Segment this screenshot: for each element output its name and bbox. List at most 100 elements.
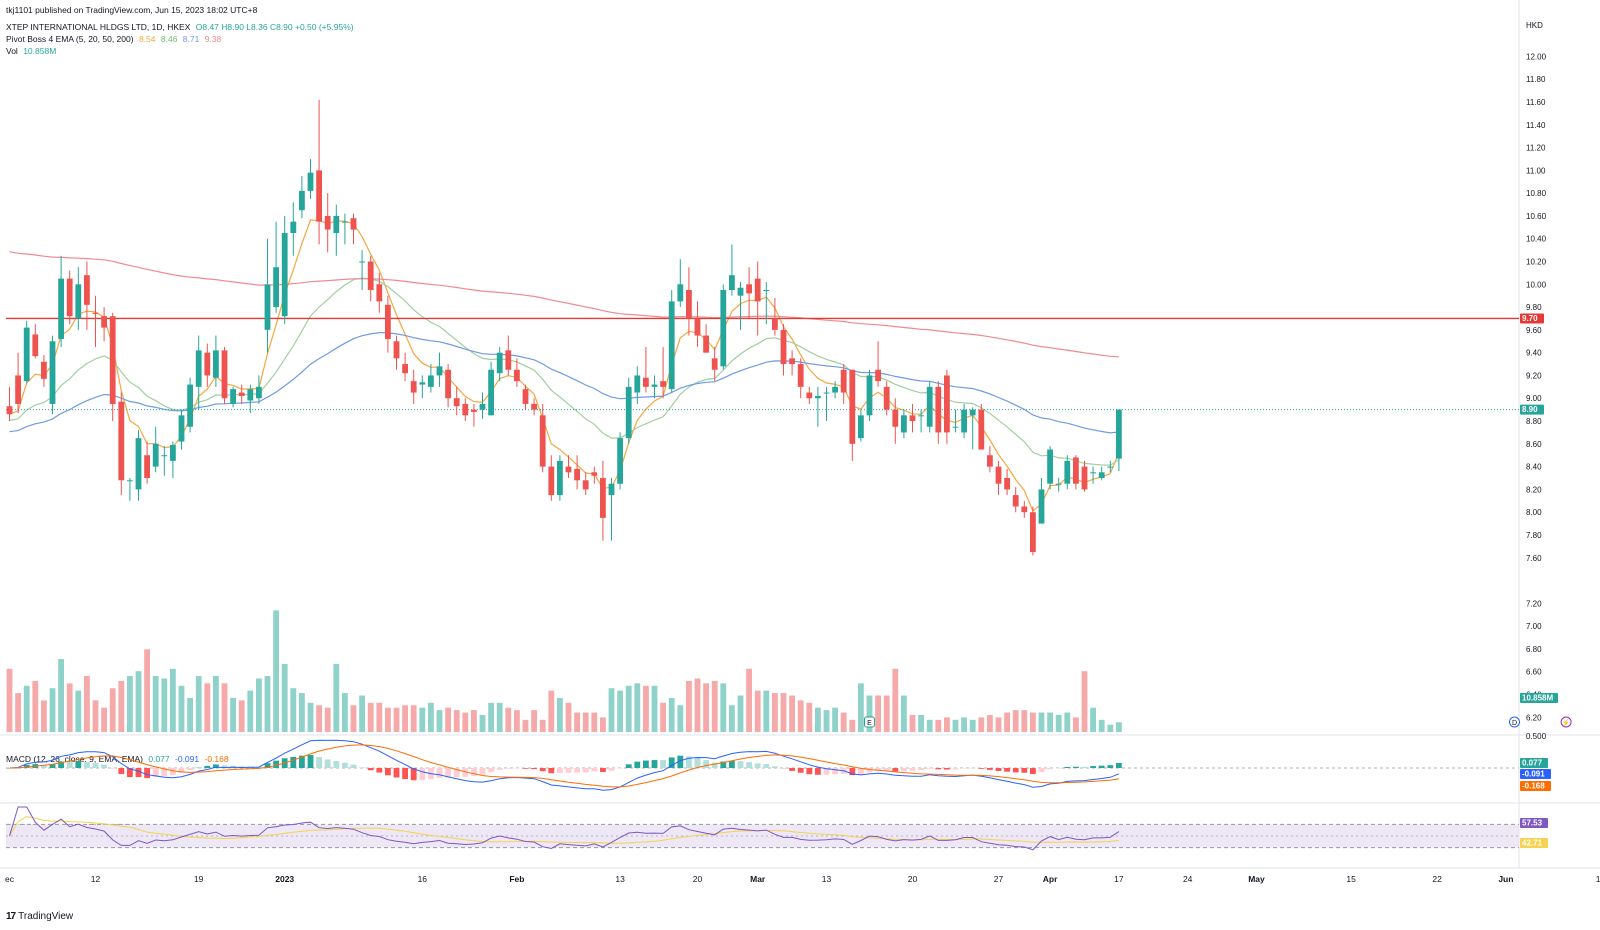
volume-bar xyxy=(144,649,150,732)
macd-histogram-bar xyxy=(127,768,133,778)
volume-bar xyxy=(969,719,976,732)
vol-legend[interactable]: Vol 10.858M xyxy=(6,46,59,56)
time-tick-label: Feb xyxy=(509,874,524,884)
candle-body xyxy=(66,278,73,317)
candle-body xyxy=(961,409,967,433)
volume-bar xyxy=(651,685,658,732)
candle-body xyxy=(393,341,400,359)
volume-bar xyxy=(109,688,116,732)
time-tick-label: 15 xyxy=(1346,874,1356,884)
volume-bar xyxy=(127,676,133,732)
macd-histogram-bar xyxy=(118,768,125,774)
candle-body xyxy=(58,278,64,339)
macd-legend[interactable]: MACD (12, 26, close, 9, EMA, EMA) 0.077 … xyxy=(6,754,232,764)
candle-body xyxy=(299,190,305,211)
candle-body xyxy=(1064,460,1071,484)
volume-bar xyxy=(161,678,168,732)
candle-body xyxy=(1107,466,1114,468)
volume-bar xyxy=(1073,717,1079,732)
volume-bar xyxy=(772,693,778,732)
volume-bar xyxy=(281,663,288,732)
macd-histogram-bar xyxy=(1098,765,1105,768)
ema-legend[interactable]: Pivot Boss 4 EMA (5, 20, 50, 200) 8.54 8… xyxy=(6,34,224,44)
volume-bar xyxy=(1047,712,1053,732)
macd-histogram-bar xyxy=(453,768,460,778)
symbol-title[interactable]: XTEP INTERNATIONAL HLDGS LTD, 1D, HKEX xyxy=(6,22,191,32)
volume-bar xyxy=(195,676,202,732)
macd-histogram-bar xyxy=(359,767,365,768)
macd-histogram-bar xyxy=(49,763,56,768)
candle-body xyxy=(170,444,176,461)
candle-body xyxy=(479,403,486,410)
volume-bar xyxy=(608,688,615,732)
volume-bar xyxy=(660,702,666,732)
price-tick-label: 11.80 xyxy=(1526,75,1546,84)
macd-histogram-bar xyxy=(307,754,314,768)
volume-bar xyxy=(918,714,924,732)
macd-histogram-bar xyxy=(987,768,993,770)
candle-body xyxy=(557,460,563,496)
candle-body xyxy=(385,304,391,339)
macd-histogram-bar xyxy=(92,763,99,768)
macd-histogram-bar xyxy=(625,764,632,768)
candle-body xyxy=(109,316,116,404)
macd-histogram-bar xyxy=(135,768,142,778)
volume-bar xyxy=(135,671,142,732)
volume-bar xyxy=(1038,712,1045,732)
time-tick-label: 22 xyxy=(1432,874,1442,884)
candle-body xyxy=(651,384,658,387)
volume-bar xyxy=(531,710,537,732)
symbol-line: XTEP INTERNATIONAL HLDGS LTD, 1D, HKEX O… xyxy=(6,22,357,32)
candle-body xyxy=(1004,478,1010,490)
candle-body xyxy=(531,403,537,410)
macd-histogram-bar xyxy=(866,768,873,773)
macd-histogram-bar xyxy=(324,759,331,768)
candle-body xyxy=(591,472,598,476)
tradingview-logo[interactable]: 17 TradingView xyxy=(6,911,73,922)
candle-body xyxy=(582,480,589,490)
volume-bar xyxy=(617,690,623,732)
volume-bar xyxy=(875,695,881,732)
candle-body xyxy=(1081,466,1088,490)
candle-body xyxy=(32,334,39,357)
macd-histogram-bar xyxy=(806,768,813,775)
volume-bar xyxy=(668,697,675,732)
macd-histogram-bar xyxy=(66,761,73,768)
volume-bar xyxy=(1012,710,1019,732)
macd-histogram-bar xyxy=(591,768,598,772)
macd-histogram-bar xyxy=(634,761,641,768)
volume-bar xyxy=(901,695,907,732)
candle-body xyxy=(883,386,890,410)
volume-bar xyxy=(256,678,262,732)
macd-histogram-bar xyxy=(273,760,279,768)
volume-bar xyxy=(557,697,563,732)
macd-histogram-bar xyxy=(342,762,348,768)
macd-histogram-bar xyxy=(1090,766,1096,768)
candle-body xyxy=(41,361,47,379)
macd-histogram-bar xyxy=(488,768,494,773)
price-tick-label: 10.40 xyxy=(1526,235,1547,244)
macd-histogram-bar xyxy=(918,768,924,771)
candle-body xyxy=(402,364,408,374)
volume-bar xyxy=(58,659,64,732)
candle-body xyxy=(1055,483,1062,485)
macd-histogram-bar xyxy=(195,766,202,768)
candle-body xyxy=(367,261,374,290)
macd-histogram-bar xyxy=(660,760,666,768)
price-tick-label: 10.20 xyxy=(1526,258,1547,267)
candle-body xyxy=(935,386,942,433)
candle-body xyxy=(772,318,778,330)
macd-value: 0.077 xyxy=(148,754,170,764)
volume-bar xyxy=(815,707,821,732)
time-tick-label: 12 xyxy=(91,874,101,884)
macd-signal-value-label: -0.168 xyxy=(1522,782,1545,791)
volume-bar xyxy=(118,680,125,732)
macd-tick-label: 0.500 xyxy=(1526,732,1547,741)
volume-bar xyxy=(935,719,942,732)
resistance-price-label: 9.70 xyxy=(1522,314,1538,323)
macd-histogram-bar xyxy=(316,757,322,768)
macd-histogram-bar xyxy=(6,768,13,769)
macd-histogram-bar xyxy=(677,755,684,768)
candle-body xyxy=(926,386,933,427)
